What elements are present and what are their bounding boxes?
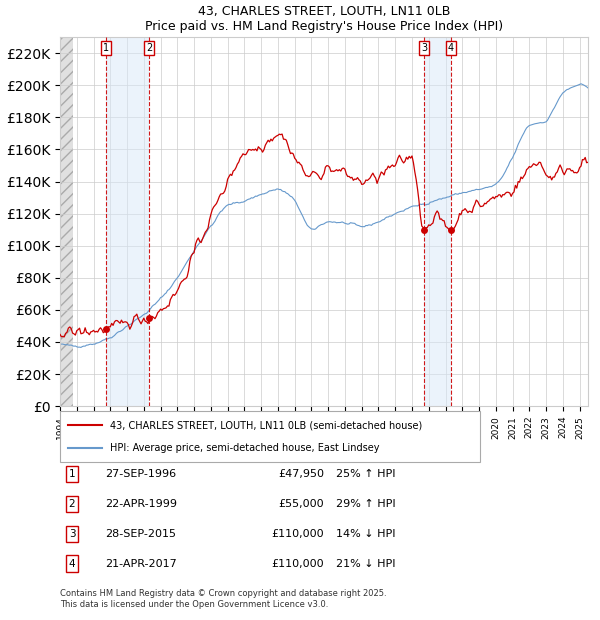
Text: 28-SEP-2015: 28-SEP-2015 [105, 529, 176, 539]
Text: £55,000: £55,000 [278, 499, 324, 509]
Text: 14% ↓ HPI: 14% ↓ HPI [336, 529, 395, 539]
FancyBboxPatch shape [60, 411, 480, 462]
Text: 29% ↑ HPI: 29% ↑ HPI [336, 499, 395, 509]
Text: 21% ↓ HPI: 21% ↓ HPI [336, 559, 395, 569]
Bar [424, 37, 451, 406]
Title: 43, CHARLES STREET, LOUTH, LN11 0LB
Price paid vs. HM Land Registry's House Pric: 43, CHARLES STREET, LOUTH, LN11 0LB Pric… [145, 5, 503, 33]
Text: 1: 1 [68, 469, 76, 479]
Text: 1: 1 [103, 43, 109, 53]
Text: 25% ↑ HPI: 25% ↑ HPI [336, 469, 395, 479]
Text: 3: 3 [421, 43, 427, 53]
Text: HPI: Average price, semi-detached house, East Lindsey: HPI: Average price, semi-detached house,… [110, 443, 380, 453]
Text: 22-APR-1999: 22-APR-1999 [105, 499, 177, 509]
Text: 4: 4 [68, 559, 76, 569]
Bar [60, 37, 73, 406]
Text: 43, CHARLES STREET, LOUTH, LN11 0LB (semi-detached house): 43, CHARLES STREET, LOUTH, LN11 0LB (sem… [110, 420, 422, 430]
Text: 4: 4 [448, 43, 454, 53]
Text: 2: 2 [146, 43, 152, 53]
Text: 2: 2 [68, 499, 76, 509]
Text: £110,000: £110,000 [271, 559, 324, 569]
Text: Contains HM Land Registry data © Crown copyright and database right 2025.
This d: Contains HM Land Registry data © Crown c… [60, 590, 386, 609]
Text: 3: 3 [68, 529, 76, 539]
Text: £110,000: £110,000 [271, 529, 324, 539]
Text: 27-SEP-1996: 27-SEP-1996 [105, 469, 176, 479]
Text: £47,950: £47,950 [278, 469, 324, 479]
Bar [106, 37, 149, 406]
Text: 21-APR-2017: 21-APR-2017 [105, 559, 177, 569]
